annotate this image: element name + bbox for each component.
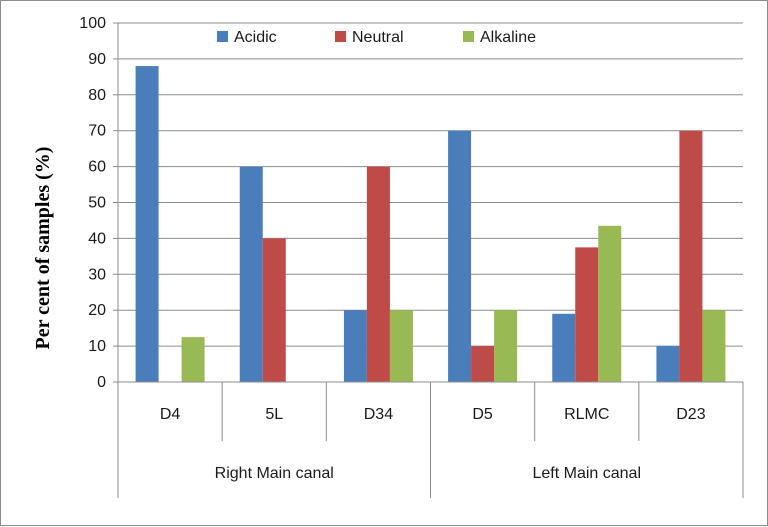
y-tick-label: 0	[97, 374, 106, 391]
bar-neutral-rlmc	[575, 247, 599, 382]
bar-alkaline-d34	[389, 310, 413, 382]
category-label: D34	[364, 406, 393, 423]
legend-label-neutral: Neutral	[352, 29, 404, 46]
y-tick-label: 70	[88, 123, 106, 140]
bar-alkaline-d23	[702, 310, 726, 382]
category-labels: D4 5L D34 D5 RLMC D23	[160, 406, 706, 423]
legend-swatch-alkaline	[463, 31, 474, 42]
category-label: D5	[472, 406, 493, 423]
legend: Acidic Neutral Alkaline	[217, 29, 536, 46]
bar-alkaline-rlmc	[598, 225, 622, 382]
bar-acidic-rlmc	[552, 313, 576, 382]
category-label: D23	[676, 406, 705, 423]
bar-alkaline-d4	[181, 337, 205, 382]
bar-acidic-d23	[656, 346, 680, 382]
bar-acidic-5l	[239, 166, 263, 382]
bar-alkaline-d5	[494, 310, 518, 382]
bar-neutral-5l	[262, 238, 286, 382]
bar-acidic-d4	[135, 66, 159, 382]
bar-acidic-d34	[343, 310, 367, 382]
category-label: RLMC	[564, 406, 609, 423]
y-tick-label: 30	[88, 266, 106, 283]
category-label: 5L	[265, 406, 283, 423]
y-tick-label: 90	[88, 51, 106, 68]
y-tick-label: 80	[88, 87, 106, 104]
y-tick-label: 40	[88, 230, 106, 247]
y-tick-label: 20	[88, 302, 106, 319]
y-tick-label: 100	[79, 15, 106, 32]
y-tick-label: 50	[88, 195, 106, 212]
y-axis-label: Per cent of samples (%)	[32, 147, 54, 350]
legend-swatch-acidic	[217, 31, 228, 42]
bar-neutral-d5	[471, 346, 495, 382]
gridlines	[118, 22, 743, 347]
y-tick-label: 60	[88, 159, 106, 176]
legend-label-alkaline: Alkaline	[480, 29, 536, 46]
bar-acidic-d5	[448, 130, 472, 382]
bar-neutral-d34	[366, 166, 390, 382]
group-label: Right Main canal	[215, 465, 334, 482]
y-tick-labels: 0 10 20 30 40 50 60 70 80 90 100	[79, 15, 106, 391]
category-label: D4	[160, 406, 181, 423]
group-labels: Right Main canal Left Main canal	[215, 465, 641, 482]
legend-swatch-neutral	[335, 31, 346, 42]
axes	[113, 22, 744, 498]
group-label: Left Main canal	[532, 465, 641, 482]
y-tick-label: 10	[88, 338, 106, 355]
bars	[135, 66, 726, 382]
legend-label-acidic: Acidic	[234, 29, 277, 46]
bar-neutral-d23	[679, 130, 703, 382]
